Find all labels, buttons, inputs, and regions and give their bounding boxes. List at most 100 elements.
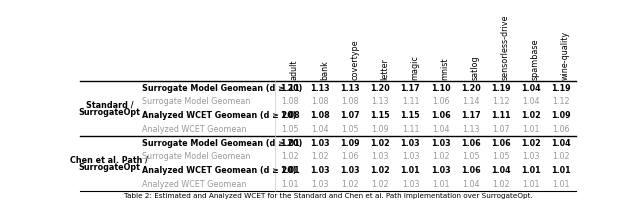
- Text: 1.10: 1.10: [431, 84, 451, 93]
- Text: SurrogateOpt: SurrogateOpt: [78, 163, 140, 172]
- Text: 1.02: 1.02: [521, 111, 541, 120]
- Text: Chen et al. Path /: Chen et al. Path /: [70, 155, 148, 164]
- Text: satlog: satlog: [470, 56, 479, 80]
- Text: 1.04: 1.04: [432, 125, 449, 134]
- Text: covertype: covertype: [350, 40, 359, 80]
- Text: 1.11: 1.11: [402, 97, 419, 106]
- Text: wine-quality: wine-quality: [561, 31, 570, 80]
- Text: bank: bank: [320, 61, 329, 80]
- Text: 1.03: 1.03: [401, 139, 420, 147]
- Text: 1.02: 1.02: [492, 180, 509, 189]
- Text: 1.01: 1.01: [281, 180, 299, 189]
- Text: 1.17: 1.17: [461, 111, 481, 120]
- Text: 1.03: 1.03: [340, 166, 360, 175]
- Text: 1.01: 1.01: [280, 139, 300, 147]
- Text: 1.01: 1.01: [280, 166, 300, 175]
- Text: 1.08: 1.08: [280, 111, 300, 120]
- Text: 1.05: 1.05: [462, 152, 479, 161]
- Text: magic: magic: [410, 55, 419, 80]
- Text: 1.13: 1.13: [340, 84, 360, 93]
- Text: Analyzed WCET Geomean (d ≥ 20): Analyzed WCET Geomean (d ≥ 20): [141, 166, 296, 175]
- Text: 1.14: 1.14: [462, 97, 479, 106]
- Text: Surrogate Model Geomean: Surrogate Model Geomean: [141, 97, 250, 106]
- Text: 1.01: 1.01: [522, 125, 540, 134]
- Text: 1.13: 1.13: [372, 97, 389, 106]
- Text: mnist: mnist: [440, 58, 449, 80]
- Text: 1.06: 1.06: [552, 125, 570, 134]
- Text: Surrogate Model Geomean: Surrogate Model Geomean: [141, 152, 250, 161]
- Text: 1.20: 1.20: [371, 84, 390, 93]
- Text: 1.08: 1.08: [281, 97, 299, 106]
- Text: SurrogateOpt: SurrogateOpt: [78, 108, 140, 117]
- Text: 1.05: 1.05: [341, 125, 359, 134]
- Text: 1.03: 1.03: [310, 139, 330, 147]
- Text: 1.19: 1.19: [491, 84, 511, 93]
- Text: Analyzed WCET Geomean (d ≥ 20): Analyzed WCET Geomean (d ≥ 20): [141, 111, 296, 120]
- Text: 1.12: 1.12: [492, 97, 509, 106]
- Text: Standard /: Standard /: [86, 100, 133, 109]
- Text: 1.03: 1.03: [402, 152, 419, 161]
- Text: 1.11: 1.11: [280, 84, 300, 93]
- Text: 1.01: 1.01: [552, 180, 570, 189]
- Text: Surrogate Model Geomean (d ≥ 20): Surrogate Model Geomean (d ≥ 20): [141, 84, 302, 93]
- Text: sensorless-drive: sensorless-drive: [500, 15, 509, 80]
- Text: 1.01: 1.01: [401, 166, 420, 175]
- Text: 1.06: 1.06: [431, 111, 451, 120]
- Text: 1.03: 1.03: [310, 166, 330, 175]
- Text: 1.11: 1.11: [402, 125, 419, 134]
- Text: 1.02: 1.02: [341, 180, 359, 189]
- Text: 1.01: 1.01: [522, 180, 540, 189]
- Text: 1.04: 1.04: [521, 84, 541, 93]
- Text: 1.02: 1.02: [552, 152, 570, 161]
- Text: 1.04: 1.04: [522, 97, 540, 106]
- Text: 1.15: 1.15: [371, 111, 390, 120]
- Text: 1.02: 1.02: [371, 166, 390, 175]
- Text: Surrogate Model Geomean (d ≥ 20): Surrogate Model Geomean (d ≥ 20): [141, 139, 302, 147]
- Text: 1.05: 1.05: [492, 152, 509, 161]
- Text: 1.01: 1.01: [551, 166, 571, 175]
- Text: 1.03: 1.03: [311, 180, 329, 189]
- Text: 1.17: 1.17: [401, 84, 420, 93]
- Text: 1.02: 1.02: [371, 180, 389, 189]
- Text: 1.13: 1.13: [310, 84, 330, 93]
- Text: 1.06: 1.06: [432, 97, 449, 106]
- Text: Analyzed WCET Geomean: Analyzed WCET Geomean: [141, 180, 246, 189]
- Text: 1.07: 1.07: [340, 111, 360, 120]
- Text: 1.08: 1.08: [342, 97, 359, 106]
- Text: 1.06: 1.06: [461, 166, 481, 175]
- Text: 1.02: 1.02: [311, 152, 329, 161]
- Text: 1.07: 1.07: [492, 125, 509, 134]
- Text: 1.01: 1.01: [521, 166, 541, 175]
- Text: 1.09: 1.09: [371, 125, 389, 134]
- Text: 1.20: 1.20: [461, 84, 481, 93]
- Text: 1.09: 1.09: [551, 111, 571, 120]
- Text: 1.04: 1.04: [311, 125, 329, 134]
- Text: 1.03: 1.03: [522, 152, 540, 161]
- Text: 1.12: 1.12: [552, 97, 570, 106]
- Text: 1.06: 1.06: [461, 139, 481, 147]
- Text: 1.02: 1.02: [371, 139, 390, 147]
- Text: 1.04: 1.04: [551, 139, 571, 147]
- Text: Analyzed WCET Geomean: Analyzed WCET Geomean: [141, 125, 246, 134]
- Text: 1.03: 1.03: [402, 180, 419, 189]
- Text: 1.08: 1.08: [311, 97, 329, 106]
- Text: 1.08: 1.08: [310, 111, 330, 120]
- Text: 1.15: 1.15: [401, 111, 420, 120]
- Text: letter: letter: [380, 58, 389, 80]
- Text: adult: adult: [290, 60, 299, 80]
- Text: 1.02: 1.02: [432, 152, 449, 161]
- Text: spambase: spambase: [531, 39, 540, 80]
- Text: 1.19: 1.19: [551, 84, 571, 93]
- Text: 1.13: 1.13: [462, 125, 479, 134]
- Text: 1.05: 1.05: [281, 125, 299, 134]
- Text: 1.03: 1.03: [431, 139, 451, 147]
- Text: 1.11: 1.11: [491, 111, 511, 120]
- Text: 1.02: 1.02: [281, 152, 299, 161]
- Text: 1.02: 1.02: [521, 139, 541, 147]
- Text: 1.06: 1.06: [491, 139, 511, 147]
- Text: 1.04: 1.04: [491, 166, 511, 175]
- Text: 1.01: 1.01: [432, 180, 449, 189]
- Text: 1.09: 1.09: [340, 139, 360, 147]
- Text: Table 2: Estimated and Analyzed WCET for the Standard and Chen et al. Path imple: Table 2: Estimated and Analyzed WCET for…: [124, 193, 532, 199]
- Text: 1.03: 1.03: [431, 166, 451, 175]
